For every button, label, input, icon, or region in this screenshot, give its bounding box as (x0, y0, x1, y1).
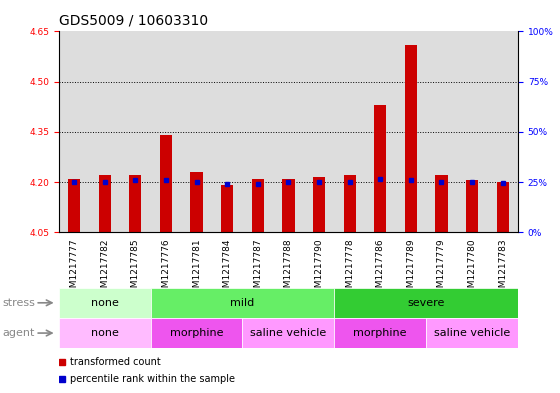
Bar (497, 182, 509, 232)
Text: GSM1217780: GSM1217780 (468, 239, 477, 299)
Text: GSM1217778: GSM1217778 (345, 239, 354, 299)
Bar (374, 105, 386, 232)
Text: morphine: morphine (353, 328, 407, 338)
Bar (405, 45, 417, 232)
Text: saline vehicle: saline vehicle (434, 328, 510, 338)
Bar (151, 318, 242, 348)
Text: none: none (91, 328, 119, 338)
Text: severe: severe (408, 298, 445, 308)
Bar (343, 175, 356, 232)
Text: GSM1217786: GSM1217786 (376, 239, 385, 299)
Bar (190, 172, 203, 232)
Bar (282, 179, 295, 232)
Text: agent: agent (3, 328, 35, 338)
Bar (313, 177, 325, 232)
Bar (242, 318, 334, 348)
Text: GSM1217783: GSM1217783 (498, 239, 507, 299)
Text: stress: stress (3, 298, 36, 308)
Bar (68, 179, 80, 232)
Bar (59, 318, 151, 348)
Text: saline vehicle: saline vehicle (250, 328, 326, 338)
Text: GSM1217784: GSM1217784 (223, 239, 232, 299)
Text: mild: mild (230, 298, 255, 308)
Text: GSM1217781: GSM1217781 (192, 239, 201, 299)
Text: GDS5009 / 10603310: GDS5009 / 10603310 (59, 13, 208, 28)
Text: GSM1217776: GSM1217776 (161, 239, 170, 299)
Bar (221, 185, 234, 232)
Bar (251, 179, 264, 232)
Text: none: none (91, 298, 119, 308)
Bar (435, 175, 447, 232)
Bar (129, 175, 142, 232)
Bar (160, 135, 172, 232)
Text: GSM1217779: GSM1217779 (437, 239, 446, 299)
Text: GSM1217785: GSM1217785 (131, 239, 140, 299)
Text: GSM1217788: GSM1217788 (284, 239, 293, 299)
Text: percentile rank within the sample: percentile rank within the sample (70, 374, 235, 384)
Text: GSM1217790: GSM1217790 (315, 239, 324, 299)
Text: transformed count: transformed count (70, 356, 161, 367)
Bar (59, 288, 151, 318)
Bar (426, 318, 518, 348)
Bar (99, 175, 111, 232)
Bar (334, 288, 518, 318)
Bar (466, 180, 478, 232)
Text: morphine: morphine (170, 328, 223, 338)
Text: GSM1217787: GSM1217787 (253, 239, 262, 299)
Text: GSM1217777: GSM1217777 (69, 239, 78, 299)
Text: GSM1217789: GSM1217789 (407, 239, 416, 299)
Bar (151, 288, 334, 318)
Bar (334, 318, 426, 348)
Text: GSM1217782: GSM1217782 (100, 239, 109, 299)
